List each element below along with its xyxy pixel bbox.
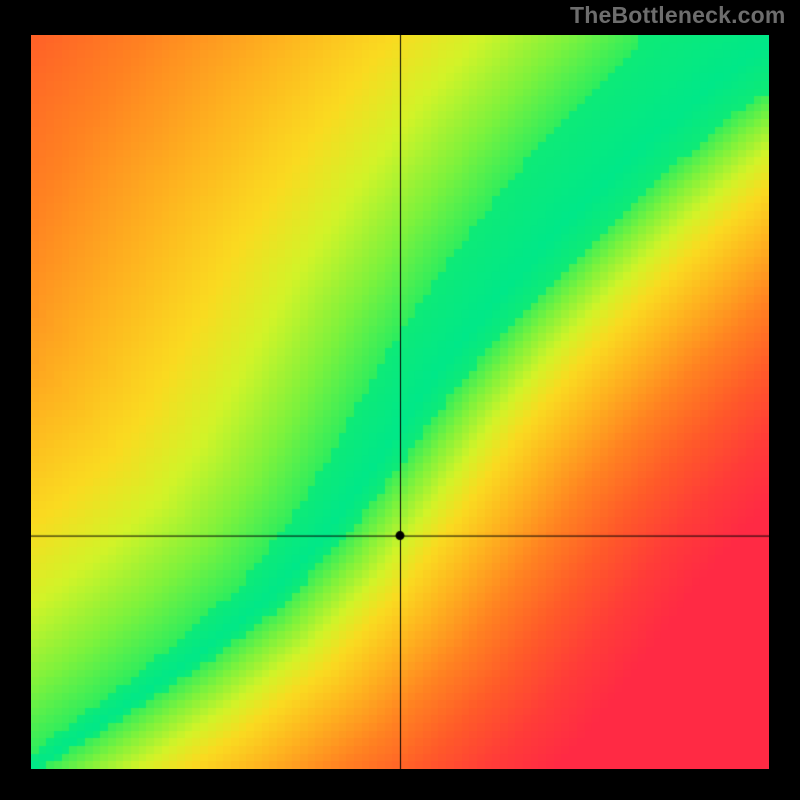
chart-container: TheBottleneck.com [0, 0, 800, 800]
watermark-text: TheBottleneck.com [570, 2, 786, 29]
crosshair-canvas [31, 35, 769, 769]
